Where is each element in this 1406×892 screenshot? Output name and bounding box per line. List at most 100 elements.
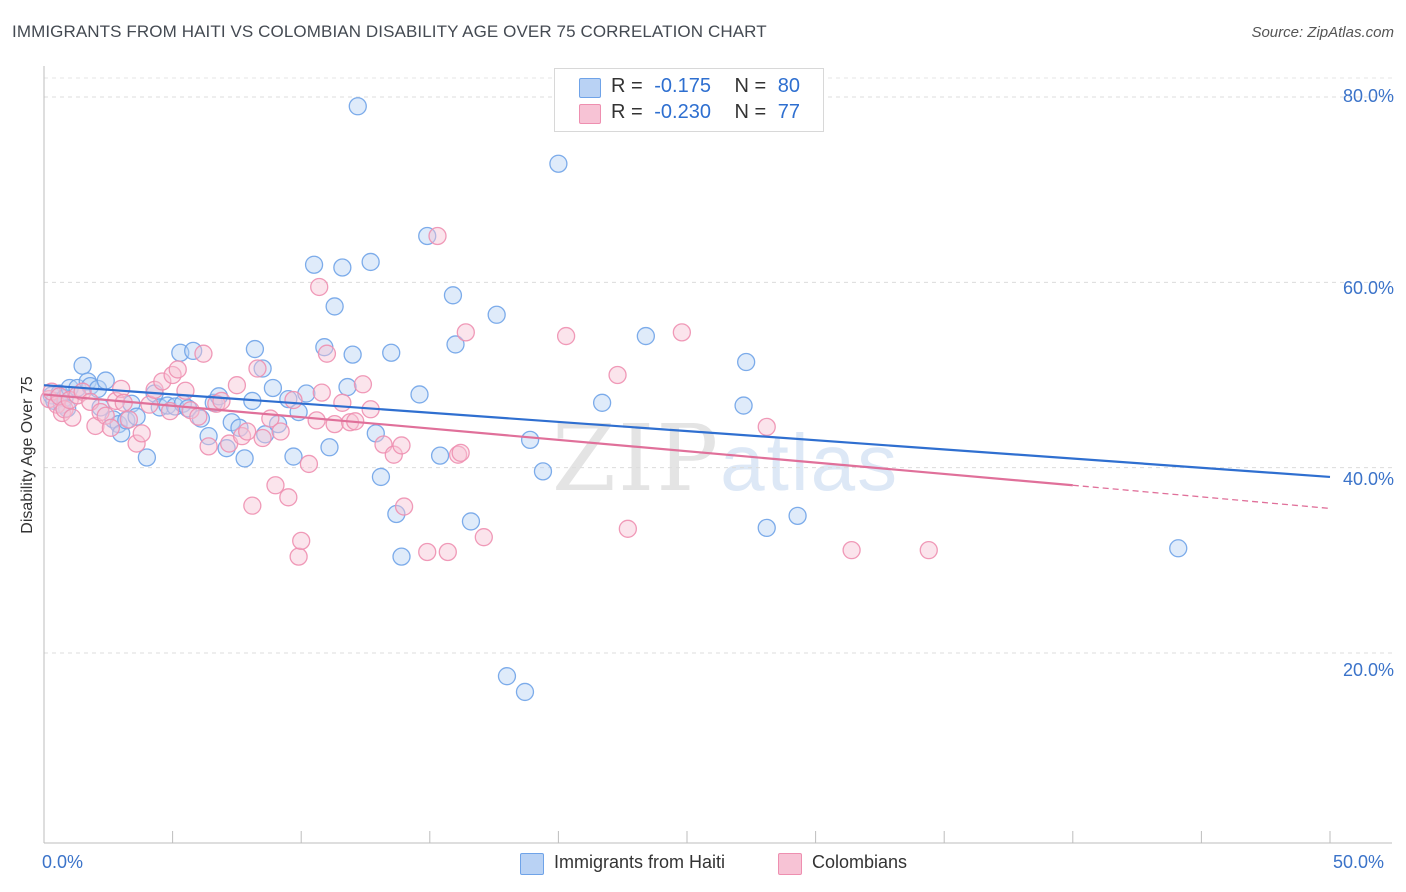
point-haiti [325, 297, 344, 316]
legend-n-value-colombians: 77 [777, 101, 801, 123]
point-colombians [96, 406, 115, 425]
point-haiti [549, 154, 568, 173]
point-colombians [63, 408, 82, 427]
point-haiti [371, 467, 391, 487]
y-tick-20: 20.0% [1342, 660, 1394, 680]
point-haiti [487, 305, 506, 324]
point-haiti [253, 359, 272, 378]
point-haiti [788, 506, 807, 526]
point-colombians [153, 372, 172, 391]
trend-line-haiti [43, 384, 1331, 479]
point-colombians [448, 445, 468, 464]
legend-r-value-colombians: -0.230 [654, 101, 711, 123]
point-haiti [592, 393, 612, 412]
point-haiti [737, 352, 756, 372]
point-haiti [137, 448, 157, 467]
point-haiti [96, 371, 115, 390]
point-colombians [757, 417, 776, 437]
bottom-legend-label-colombians: Colombians [812, 852, 908, 872]
stats-legend: R = -0.175 N = 80 R = -0.230 N = 77 [554, 68, 824, 132]
point-colombians [451, 443, 470, 462]
point-colombians [299, 454, 319, 474]
point-colombians [333, 393, 352, 412]
point-colombians [325, 414, 344, 434]
point-colombians [112, 379, 131, 399]
y-tick-80: 80.0% [1342, 86, 1394, 106]
trend-line-colombians [43, 393, 1073, 487]
point-haiti [515, 682, 535, 702]
point-colombians [307, 411, 326, 430]
point-colombians [119, 410, 139, 429]
point-colombians [194, 344, 213, 363]
point-colombians [284, 390, 303, 410]
point-haiti [497, 667, 517, 686]
point-colombians [189, 407, 208, 426]
point-colombians [238, 422, 257, 441]
point-haiti [348, 97, 367, 116]
point-haiti [320, 438, 339, 457]
point-colombians [394, 497, 414, 516]
point-colombians [199, 437, 218, 456]
point-colombians [418, 542, 437, 562]
point-colombians [248, 359, 267, 378]
point-colombians [317, 344, 337, 363]
point-colombians [127, 434, 146, 453]
point-colombians [207, 394, 226, 413]
bottom-legend-swatch-colombians [778, 853, 802, 875]
point-haiti [338, 377, 357, 397]
point-colombians [919, 540, 938, 560]
point-colombians [310, 277, 329, 297]
point-colombians [392, 436, 411, 455]
point-haiti [343, 345, 362, 364]
point-colombians [672, 323, 692, 342]
point-colombians [253, 428, 272, 448]
point-haiti [304, 255, 324, 274]
point-colombians [279, 488, 298, 507]
point-haiti [392, 547, 411, 566]
point-haiti [418, 226, 437, 246]
point-colombians [556, 326, 576, 346]
legend-r-value-haiti: -0.175 [654, 75, 711, 97]
bottom-legend-swatch-haiti [520, 853, 544, 875]
point-colombians [243, 496, 262, 515]
point-colombians [266, 476, 285, 495]
point-haiti [263, 378, 283, 398]
point-haiti [446, 335, 465, 354]
point-colombians [168, 360, 187, 379]
x-tick-min: 0.0% [42, 852, 84, 872]
legend-n-label: N = [734, 101, 767, 123]
point-haiti [734, 396, 753, 415]
point-colombians [384, 445, 403, 464]
point-haiti [382, 343, 401, 362]
point-haiti [1169, 539, 1188, 558]
point-colombians [132, 424, 151, 443]
source-label: Source: ZipAtlas.com [1251, 24, 1394, 41]
point-haiti [199, 427, 218, 446]
point-colombians [101, 418, 121, 437]
point-haiti [533, 462, 553, 481]
point-colombians [608, 365, 627, 385]
point-haiti [443, 286, 463, 305]
point-colombians [618, 519, 637, 538]
y-tick-60: 60.0% [1342, 278, 1394, 298]
point-haiti [757, 518, 776, 538]
point-colombians [292, 531, 311, 551]
point-colombians [438, 542, 457, 562]
point-haiti [361, 252, 380, 272]
point-haiti [333, 258, 352, 277]
point-colombians [456, 323, 475, 342]
point-colombians [212, 391, 231, 411]
point-colombians [163, 365, 182, 385]
point-haiti [461, 512, 481, 531]
point-colombians [227, 376, 247, 395]
x-tick-max: 50.0% [1333, 852, 1385, 872]
watermark: ZIPatlas [552, 405, 899, 512]
point-haiti [636, 326, 655, 346]
point-colombians [428, 226, 447, 246]
point-haiti [73, 356, 92, 375]
point-haiti [235, 449, 254, 468]
point-haiti [284, 447, 303, 466]
legend-n-label: N = [734, 75, 767, 97]
y-tick-40: 40.0% [1342, 469, 1394, 489]
